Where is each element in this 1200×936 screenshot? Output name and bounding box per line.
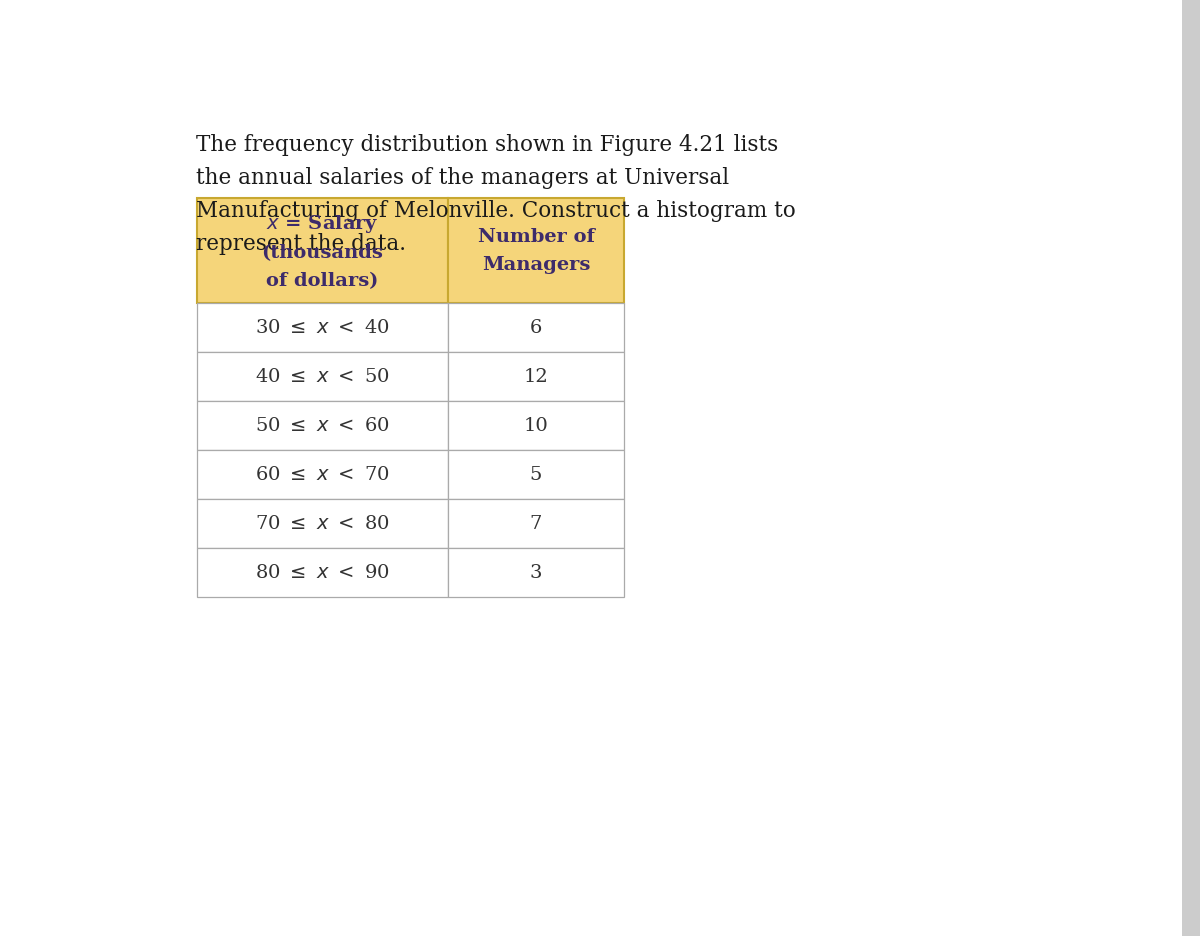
Text: 70 $\leq$ $x$ $<$ 80: 70 $\leq$ $x$ $<$ 80 [254,515,389,533]
FancyBboxPatch shape [197,303,448,352]
FancyBboxPatch shape [448,352,624,402]
Text: 30 $\leq$ $x$ $<$ 40: 30 $\leq$ $x$ $<$ 40 [254,319,389,337]
FancyBboxPatch shape [197,198,448,303]
Text: 60 $\leq$ $x$ $<$ 70: 60 $\leq$ $x$ $<$ 70 [254,466,389,484]
Text: 7: 7 [529,515,542,533]
Text: $x$ = Salary
(thousands
of dollars): $x$ = Salary (thousands of dollars) [262,212,383,290]
FancyBboxPatch shape [197,352,448,402]
FancyBboxPatch shape [197,450,448,499]
FancyBboxPatch shape [197,548,448,597]
Text: 6: 6 [529,319,542,337]
FancyBboxPatch shape [448,548,624,597]
Text: 12: 12 [523,368,548,386]
Text: Number of
Managers: Number of Managers [478,228,594,274]
FancyBboxPatch shape [448,402,624,450]
FancyBboxPatch shape [448,303,624,352]
FancyBboxPatch shape [448,198,624,303]
FancyBboxPatch shape [197,402,448,450]
FancyBboxPatch shape [197,499,448,548]
FancyBboxPatch shape [448,450,624,499]
Text: The frequency distribution shown in Figure 4.21 lists
the annual salaries of the: The frequency distribution shown in Figu… [197,134,797,255]
Text: 50 $\leq$ $x$ $<$ 60: 50 $\leq$ $x$ $<$ 60 [254,417,389,435]
Text: 10: 10 [523,417,548,435]
Text: 5: 5 [529,466,542,484]
Text: 40 $\leq$ $x$ $<$ 50: 40 $\leq$ $x$ $<$ 50 [254,368,389,386]
Text: 3: 3 [529,563,542,582]
FancyBboxPatch shape [448,499,624,548]
Text: 80 $\leq$ $x$ $<$ 90: 80 $\leq$ $x$ $<$ 90 [254,563,389,582]
